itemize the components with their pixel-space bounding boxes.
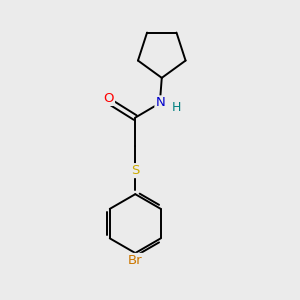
Text: H: H: [172, 101, 181, 114]
Text: S: S: [131, 164, 140, 177]
Text: O: O: [103, 92, 114, 105]
Text: N: N: [155, 96, 165, 110]
Text: Br: Br: [128, 254, 142, 267]
